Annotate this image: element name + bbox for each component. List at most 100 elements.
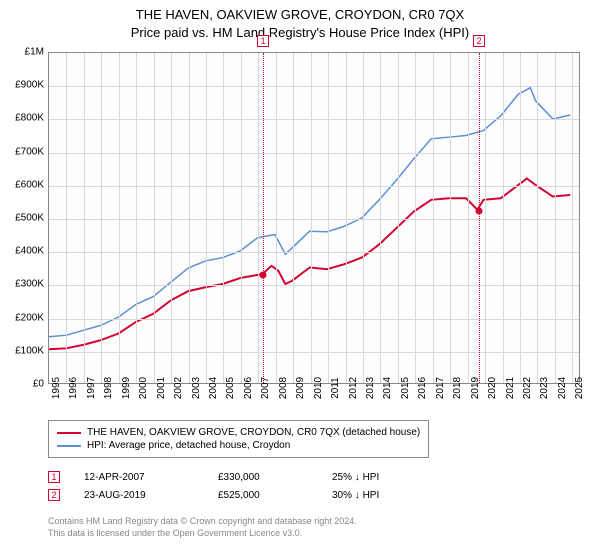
gridline-v: [433, 53, 434, 383]
plot-area: 12: [48, 52, 580, 384]
y-tick-label: £800K: [15, 113, 44, 124]
gridline-v: [485, 53, 486, 383]
x-tick-label: 2006: [243, 377, 254, 399]
chart-container: THE HAVEN, OAKVIEW GROVE, CROYDON, CR0 7…: [0, 0, 600, 560]
gridline-v: [101, 53, 102, 383]
legend-label-property: THE HAVEN, OAKVIEW GROVE, CROYDON, CR0 7…: [87, 427, 420, 438]
x-tick-label: 1995: [51, 377, 62, 399]
gridline-v: [119, 53, 120, 383]
gridline-h: [49, 285, 579, 286]
x-tick-label: 2008: [278, 377, 289, 399]
gridline-v: [468, 53, 469, 383]
y-tick-label: £600K: [15, 179, 44, 190]
x-tick-label: 2016: [417, 377, 428, 399]
sales-row-delta: 30% ↓ HPI: [332, 490, 422, 501]
gridline-v: [450, 53, 451, 383]
sales-row-price: £330,000: [218, 472, 308, 483]
title-block: THE HAVEN, OAKVIEW GROVE, CROYDON, CR0 7…: [0, 0, 600, 42]
x-tick-label: 2015: [400, 377, 411, 399]
gridline-v: [293, 53, 294, 383]
sales-row-date: 12-APR-2007: [84, 472, 194, 483]
x-tick-label: 2013: [365, 377, 376, 399]
gridline-v: [66, 53, 67, 383]
sales-row: 1 12-APR-2007 £330,000 25% ↓ HPI: [48, 468, 422, 486]
sales-row-delta: 25% ↓ HPI: [332, 472, 422, 483]
y-tick-label: £0: [33, 379, 44, 390]
sales-row-marker: 2: [48, 489, 60, 501]
legend-item-property: THE HAVEN, OAKVIEW GROVE, CROYDON, CR0 7…: [57, 426, 420, 439]
chart-lines-svg: [49, 53, 579, 383]
sale-marker-vline: [263, 53, 264, 383]
gridline-v: [520, 53, 521, 383]
gridline-v: [328, 53, 329, 383]
y-tick-label: £700K: [15, 146, 44, 157]
y-tick-label: £900K: [15, 80, 44, 91]
x-tick-label: 1996: [68, 377, 79, 399]
x-tick-label: 2020: [487, 377, 498, 399]
y-tick-label: £200K: [15, 312, 44, 323]
gridline-v: [241, 53, 242, 383]
gridline-v: [380, 53, 381, 383]
x-tick-label: 2007: [260, 377, 271, 399]
sales-row-marker: 1: [48, 471, 60, 483]
chart-title-subtitle: Price paid vs. HM Land Registry's House …: [0, 24, 600, 42]
gridline-v: [572, 53, 573, 383]
sales-row: 2 23-AUG-2019 £525,000 30% ↓ HPI: [48, 486, 422, 504]
gridline-v: [223, 53, 224, 383]
gridline-v: [363, 53, 364, 383]
attribution-line2: This data is licensed under the Open Gov…: [48, 528, 357, 540]
legend-swatch-property: [57, 432, 81, 434]
x-tick-label: 2004: [208, 377, 219, 399]
x-tick-label: 2023: [539, 377, 550, 399]
x-tick-label: 2017: [435, 377, 446, 399]
gridline-v: [206, 53, 207, 383]
gridline-h: [49, 352, 579, 353]
y-tick-label: £500K: [15, 213, 44, 224]
gridline-h: [49, 319, 579, 320]
sales-row-date: 23-AUG-2019: [84, 490, 194, 501]
gridline-v: [415, 53, 416, 383]
gridline-v: [398, 53, 399, 383]
x-tick-label: 1997: [86, 377, 97, 399]
x-tick-label: 2003: [191, 377, 202, 399]
x-tick-label: 2002: [173, 377, 184, 399]
x-tick-label: 2021: [505, 377, 516, 399]
legend: THE HAVEN, OAKVIEW GROVE, CROYDON, CR0 7…: [48, 420, 429, 458]
x-tick-label: 2005: [225, 377, 236, 399]
chart-title-address: THE HAVEN, OAKVIEW GROVE, CROYDON, CR0 7…: [0, 6, 600, 24]
sales-row-price: £525,000: [218, 490, 308, 501]
x-tick-label: 2009: [295, 377, 306, 399]
sale-marker-vline: [479, 53, 480, 383]
gridline-h: [49, 252, 579, 253]
attribution: Contains HM Land Registry data © Crown c…: [48, 516, 357, 539]
gridline-h: [49, 153, 579, 154]
gridline-v: [503, 53, 504, 383]
y-tick-label: £400K: [15, 246, 44, 257]
sale-marker-box: 2: [473, 35, 485, 47]
x-tick-label: 1998: [103, 377, 114, 399]
gridline-v: [311, 53, 312, 383]
x-tick-label: 2010: [313, 377, 324, 399]
gridline-v: [555, 53, 556, 383]
x-tick-label: 1999: [121, 377, 132, 399]
attribution-line1: Contains HM Land Registry data © Crown c…: [48, 516, 357, 528]
gridline-v: [258, 53, 259, 383]
y-tick-label: £300K: [15, 279, 44, 290]
x-tick-label: 2019: [470, 377, 481, 399]
legend-item-hpi: HPI: Average price, detached house, Croy…: [57, 439, 420, 452]
gridline-v: [189, 53, 190, 383]
sales-table: 1 12-APR-2007 £330,000 25% ↓ HPI 2 23-AUG-201…: [48, 468, 422, 504]
legend-swatch-hpi: [57, 445, 81, 447]
x-tick-label: 2012: [348, 377, 359, 399]
gridline-v: [346, 53, 347, 383]
gridline-v: [171, 53, 172, 383]
x-tick-label: 2001: [156, 377, 167, 399]
gridline-v: [136, 53, 137, 383]
x-tick-label: 2025: [574, 377, 585, 399]
gridline-h: [49, 186, 579, 187]
gridline-v: [154, 53, 155, 383]
legend-label-hpi: HPI: Average price, detached house, Croy…: [87, 440, 290, 451]
sale-data-point: [260, 272, 267, 279]
x-tick-label: 2011: [330, 377, 341, 399]
gridline-v: [537, 53, 538, 383]
